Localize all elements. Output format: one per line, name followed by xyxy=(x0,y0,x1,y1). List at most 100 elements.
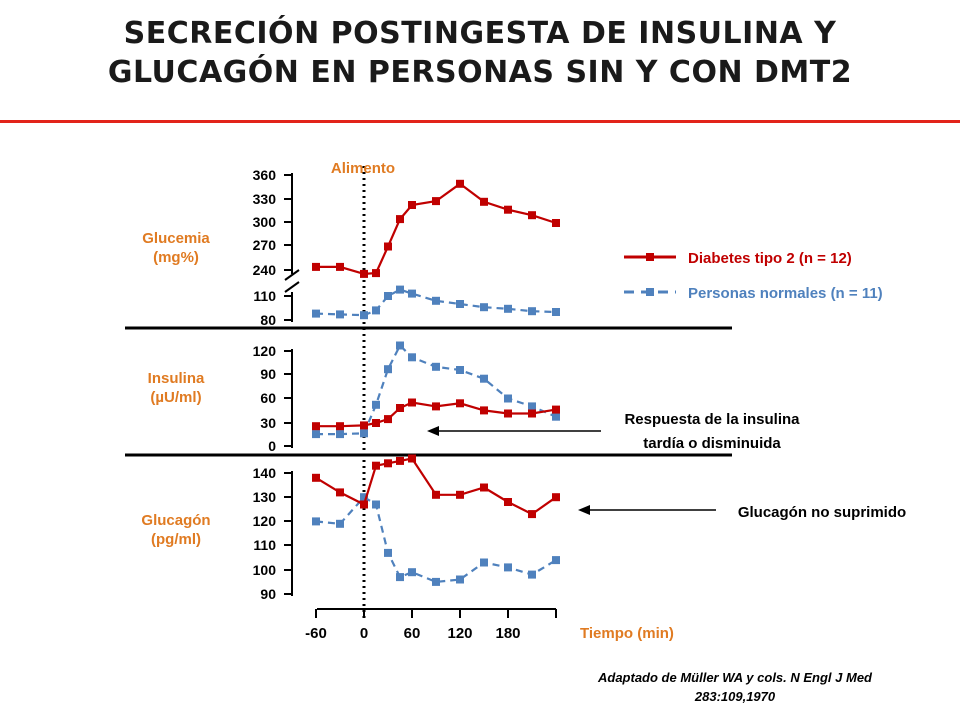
y-tick-label: 130 xyxy=(253,489,277,505)
insulina-diabetes-point xyxy=(312,422,320,431)
glucagon-diabetes-point xyxy=(372,461,380,470)
glucagon-normal-point xyxy=(384,548,392,557)
glucagon-diabetes-series-line xyxy=(315,457,557,516)
insulin-annotation-arrow-head xyxy=(427,426,439,436)
glucemia-normal-point xyxy=(360,311,368,320)
glucagon-diabetes-point xyxy=(552,493,560,502)
citation-line-2: 283:109,1970 xyxy=(694,689,776,704)
legend-normal-label: Personas normales (n = 11) xyxy=(688,285,883,302)
insulina-diabetes-point xyxy=(360,421,368,430)
glucemia-normal-point xyxy=(504,304,512,313)
glucemia-diabetes-point xyxy=(528,211,536,220)
insulina-normal-point xyxy=(336,430,344,439)
insulina-normal-point xyxy=(384,365,392,374)
y-tick-label: 90 xyxy=(260,366,276,382)
insulina-diabetes-point xyxy=(384,415,392,424)
insulina-diabetes-point xyxy=(480,406,488,415)
y-tick-label: 0 xyxy=(268,438,276,454)
title-line-1: SECRECIÓN POSTINGESTA DE INSULINA Y xyxy=(123,16,837,51)
glucemia-normal-point xyxy=(396,285,404,294)
glucemia-normal-point xyxy=(552,308,560,316)
axis-break-mark xyxy=(284,281,300,293)
insulina-diabetes-point xyxy=(336,422,344,431)
glucagon-normal-point xyxy=(408,568,416,577)
y-tick-label: 100 xyxy=(253,562,277,578)
glucemia-normal-point xyxy=(312,309,320,318)
glucemia-normal-point xyxy=(528,307,536,316)
insulina-normal-point xyxy=(312,430,320,439)
glucemia-diabetes-point xyxy=(480,197,488,206)
x-axis-label: Tiempo (min) xyxy=(580,625,674,642)
glucagon-normal-point xyxy=(372,500,380,509)
insulina-normal-point xyxy=(528,402,536,411)
x-tick-label: 60 xyxy=(404,625,421,642)
insulina-normal-point xyxy=(396,341,404,350)
citation-line-1: Adaptado de Müller WA y cols. N Engl J M… xyxy=(598,670,872,685)
glucagon-diabetes-point xyxy=(408,454,416,463)
insulin-annotation-line-2: tardía o disminuida xyxy=(643,435,781,452)
glucagon-diabetes-point xyxy=(528,510,536,519)
glucagon-annotation-arrow-head xyxy=(578,505,590,515)
glucagon-normal-series-line xyxy=(315,495,557,584)
glucagon-normal-point xyxy=(456,575,464,584)
glucemia-normal-point xyxy=(408,289,416,298)
y-tick-label: 240 xyxy=(253,262,277,278)
glucagon-diabetes-point xyxy=(312,473,320,482)
y-tick-label: 110 xyxy=(253,537,276,553)
y-tick-label: 360 xyxy=(253,167,277,183)
glucemia-diabetes-point xyxy=(552,219,560,227)
glucagon-normal-point xyxy=(312,517,320,526)
insulina-normal-point xyxy=(456,366,464,374)
glucagon-normal-point xyxy=(360,493,368,502)
y-tick-label: 270 xyxy=(253,237,277,253)
y-tick-label: 140 xyxy=(253,465,277,481)
glucemia-normal-point xyxy=(480,303,488,312)
insulina-normal-point xyxy=(408,353,416,362)
glucemia-normal-point xyxy=(384,292,392,300)
glucagon-diabetes-point xyxy=(432,490,440,499)
title-rule xyxy=(0,120,960,123)
glucagon-normal-point xyxy=(396,573,404,582)
glucagon-normal-point xyxy=(504,563,512,572)
insulina-diabetes-point xyxy=(408,398,416,407)
y-tick-label: 300 xyxy=(253,214,277,230)
y-tick-label: 120 xyxy=(253,343,277,359)
y-tick-label: 120 xyxy=(253,513,277,529)
glucagon-normal-point xyxy=(528,570,536,579)
glucemia-diabetes-point xyxy=(336,262,344,271)
glucemia-diabetes-point xyxy=(312,262,320,271)
x-tick-label: 0 xyxy=(360,625,368,642)
panel-unit-label: (µU/ml) xyxy=(150,389,201,406)
citation: Adaptado de Müller WA y cols. N Engl J M… xyxy=(520,668,950,706)
glucemia-normal-point xyxy=(456,300,464,308)
page-title: SECRECIÓN POSTINGESTA DE INSULINA Y GLUC… xyxy=(0,14,960,92)
glucagon-diabetes-point xyxy=(456,490,464,499)
glucemia-diabetes-point xyxy=(408,201,416,209)
axis-break-mark xyxy=(284,269,300,281)
insulina-normal-point xyxy=(372,400,380,409)
insulina-diabetes-point xyxy=(552,405,560,414)
glucagon-diabetes-point xyxy=(396,456,404,465)
x-tick-label: 180 xyxy=(495,625,520,642)
insulina-normal-point xyxy=(480,374,488,383)
glucemia-diabetes-point xyxy=(456,179,464,188)
glucemia-normal-point xyxy=(336,310,344,319)
insulina-diabetes-point xyxy=(528,409,536,418)
glucemia-diabetes-point xyxy=(384,242,392,251)
glucagon-normal-point xyxy=(432,577,440,586)
panel-label: Glucagón xyxy=(141,512,210,529)
glucagon-normal-point xyxy=(480,558,488,567)
insulin-annotation-line-1: Respuesta de la insulina xyxy=(624,411,800,428)
legend-diabetes-label: Diabetes tipo 2 (n = 12) xyxy=(688,250,852,267)
y-tick-label: 110 xyxy=(253,288,276,304)
glucemia-diabetes-point xyxy=(360,269,368,278)
insulina-normal-series-line xyxy=(316,343,557,436)
glucagon-diabetes-point xyxy=(504,498,512,506)
glucagon-annotation: Glucagón no suprimido xyxy=(738,504,906,521)
y-tick-label: 330 xyxy=(253,191,277,207)
title-line-2: GLUCAGÓN EN PERSONAS SIN Y CON DMT2 xyxy=(107,55,853,90)
legend-diabetes-marker xyxy=(646,253,654,261)
insulina-diabetes-point xyxy=(432,402,440,411)
panel-unit-label: (pg/ml) xyxy=(151,531,201,548)
